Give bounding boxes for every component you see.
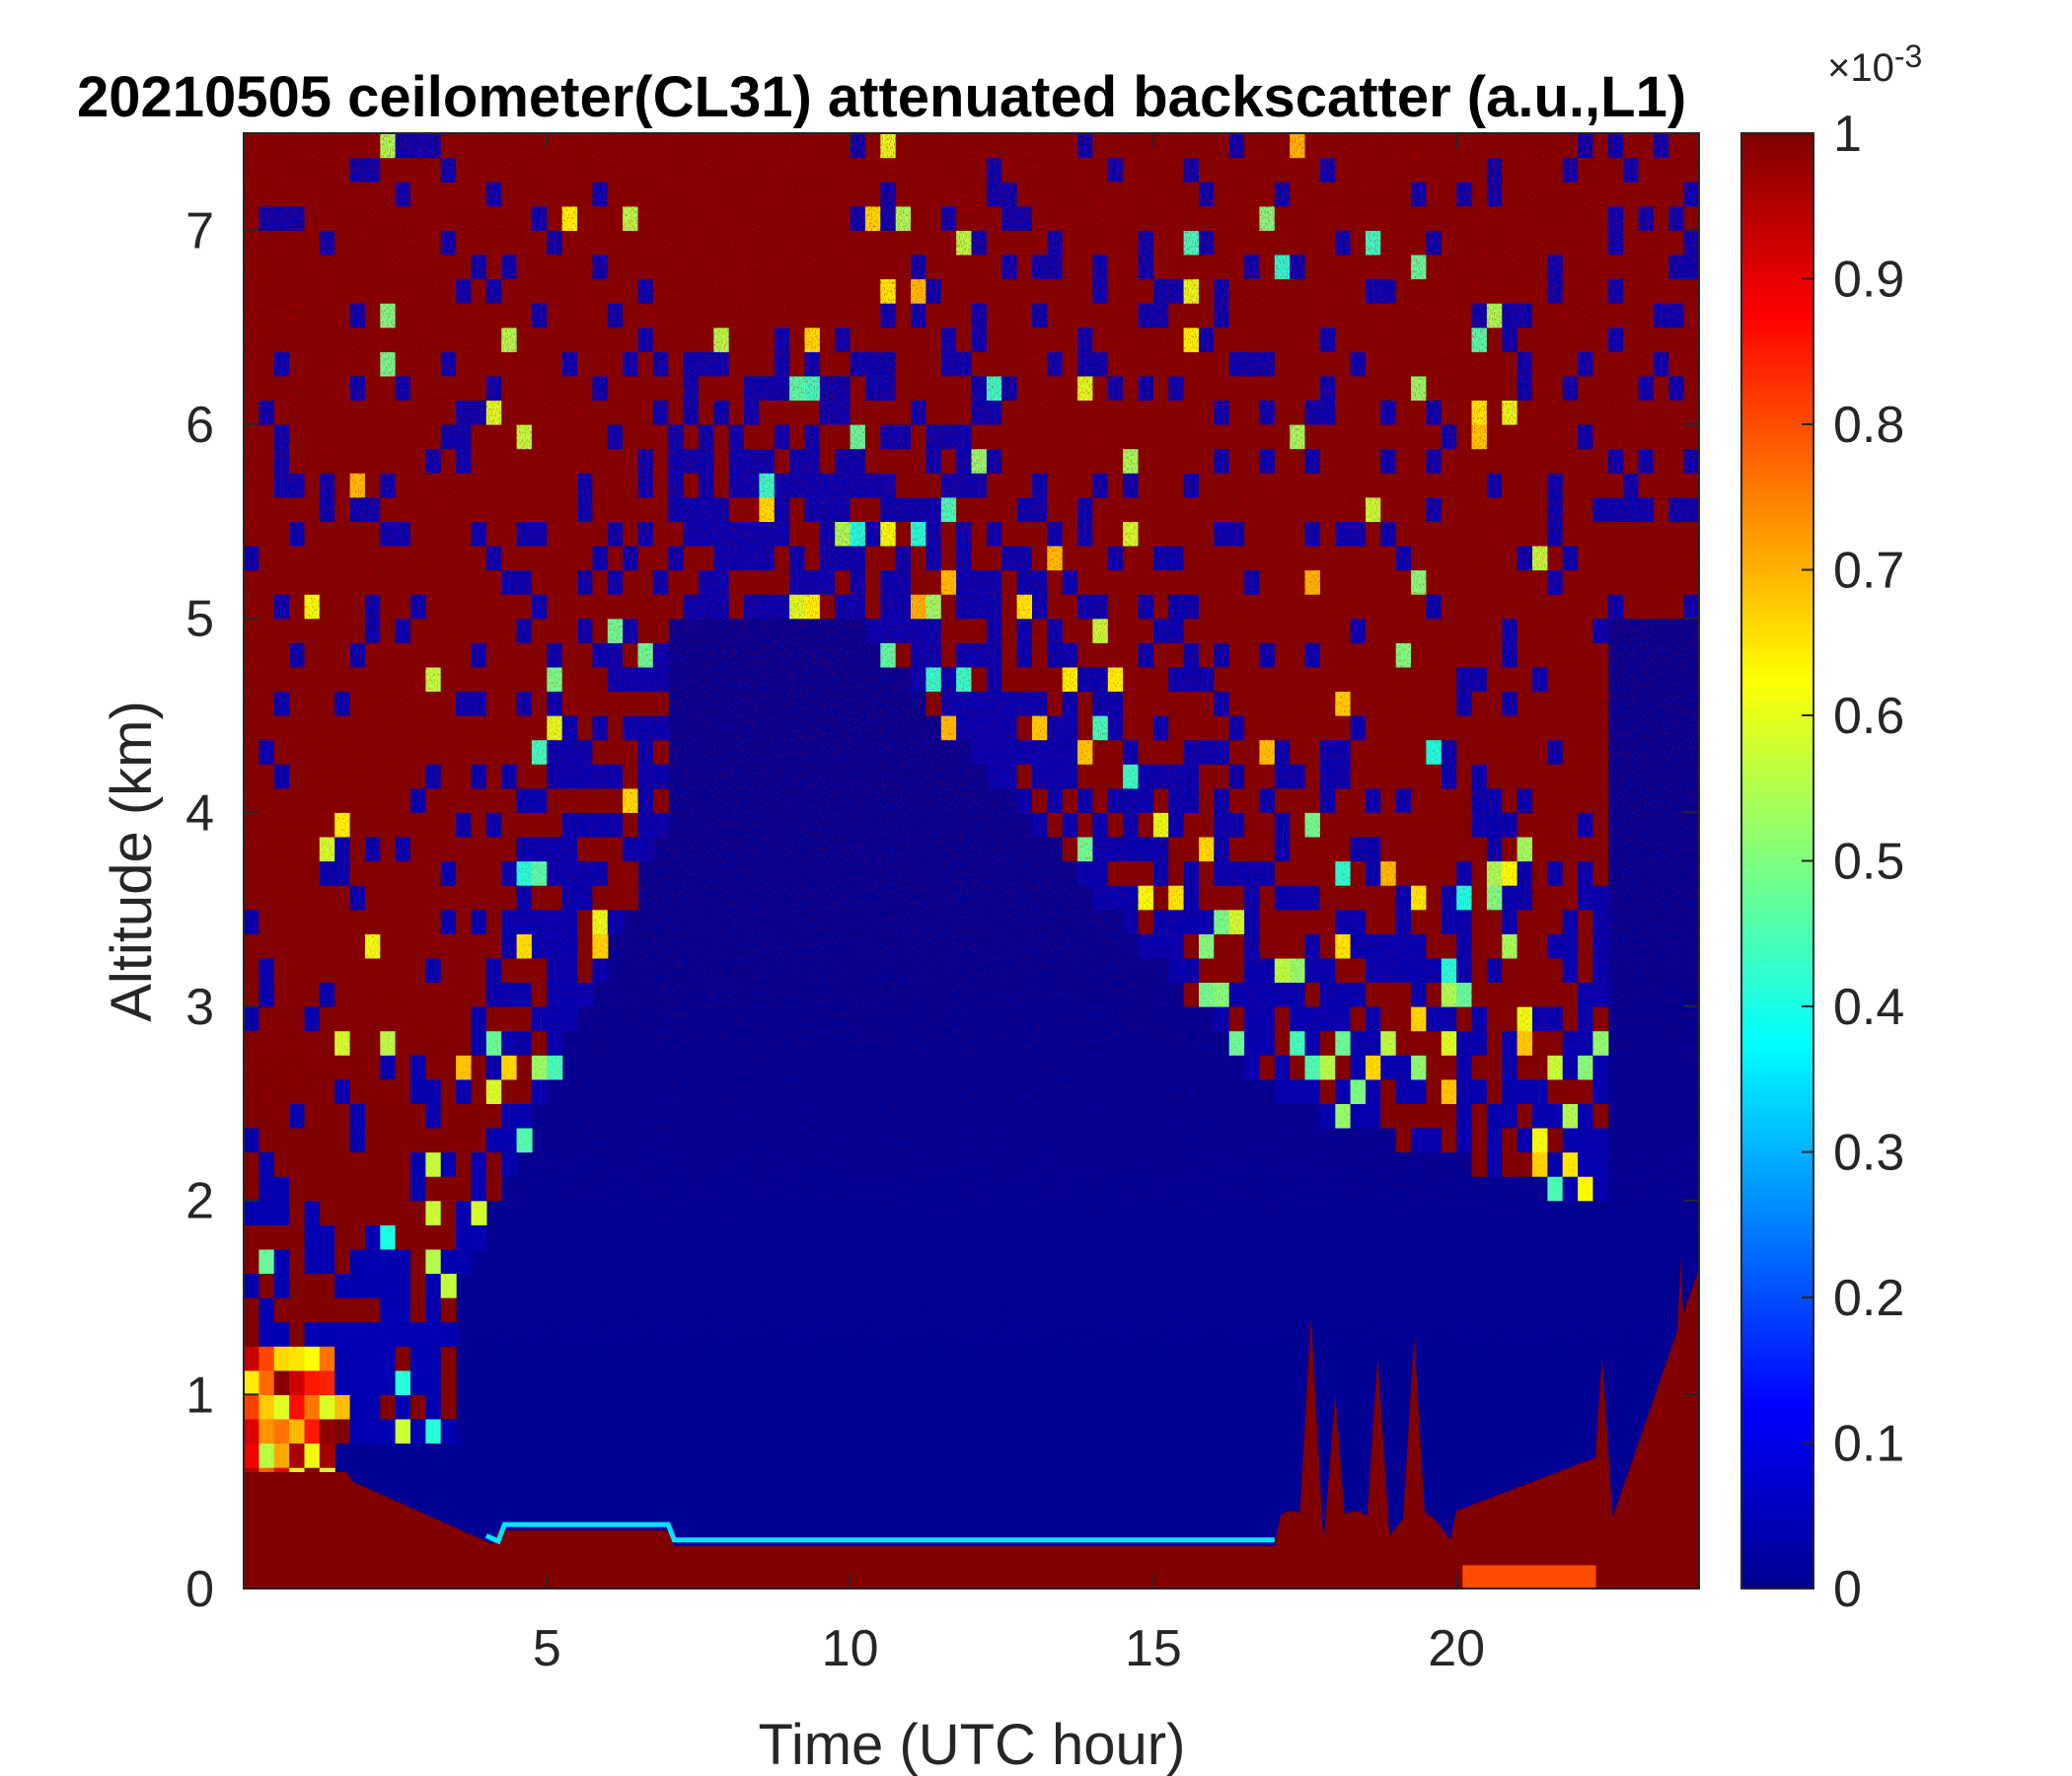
x-tick-label: 15 [1125, 1620, 1182, 1677]
colorbar-exponent-power: -3 [1894, 38, 1922, 74]
colorbar-tick-label: 0.2 [1833, 1270, 1904, 1327]
y-tick-label: 2 [185, 1173, 214, 1230]
colorbar-ticks: 0 0.1 0.2 0.3 0.4 0.5 0.6 0.7 0.8 0.9 1 [1802, 106, 1904, 1618]
colorbar-ramp [1740, 132, 1814, 1590]
colorbar-exponent-base: ×10 [1827, 46, 1894, 90]
colorbar-tick-label: 0.8 [1833, 397, 1904, 454]
colorbar-tick-label: 0.9 [1833, 252, 1904, 309]
x-tick-label: 10 [822, 1620, 879, 1677]
colorbar-tick-label: 0.7 [1833, 543, 1904, 600]
plot-area [244, 133, 1699, 1589]
y-tick-label: 1 [185, 1367, 214, 1424]
axes: 5 10 15 20 0 1 2 3 4 5 6 7 [185, 132, 1700, 1677]
y-tick-label: 0 [185, 1561, 214, 1618]
colorbar-tick-label: 0 [1833, 1561, 1862, 1618]
chart-title: 20210505 ceilometer(CL31) attenuated bac… [77, 65, 1686, 129]
colorbar-tick-label: 0.6 [1833, 688, 1904, 745]
colorbar-tick-label: 0.3 [1833, 1125, 1904, 1182]
y-axis-label: Altitude (km) [100, 701, 164, 1022]
colorbar-tick-label: 0.1 [1833, 1416, 1904, 1473]
x-axis-label: Time (UTC hour) [759, 1713, 1186, 1776]
colorbar-tick-label: 0.4 [1833, 979, 1904, 1036]
colorbar-tick-label: 0.5 [1833, 834, 1904, 891]
colorbar-exponent: ×10-3 [1827, 38, 1922, 90]
y-tick-label: 6 [185, 397, 214, 454]
plot-frame [243, 132, 1700, 1590]
y-tick-label: 5 [185, 591, 214, 648]
x-tick-label: 20 [1428, 1620, 1485, 1677]
y-tick-label: 4 [185, 784, 214, 842]
x-tick-label: 5 [533, 1620, 561, 1677]
colorbar-tick-label: 1 [1833, 106, 1862, 163]
y-tick-label: 3 [185, 979, 214, 1036]
colorbar: 0 0.1 0.2 0.3 0.4 0.5 0.6 0.7 0.8 0.9 1 ×10-3 [1740, 38, 1922, 1618]
noise-overlay [244, 133, 1699, 1589]
y-tick-label: 7 [185, 202, 214, 259]
